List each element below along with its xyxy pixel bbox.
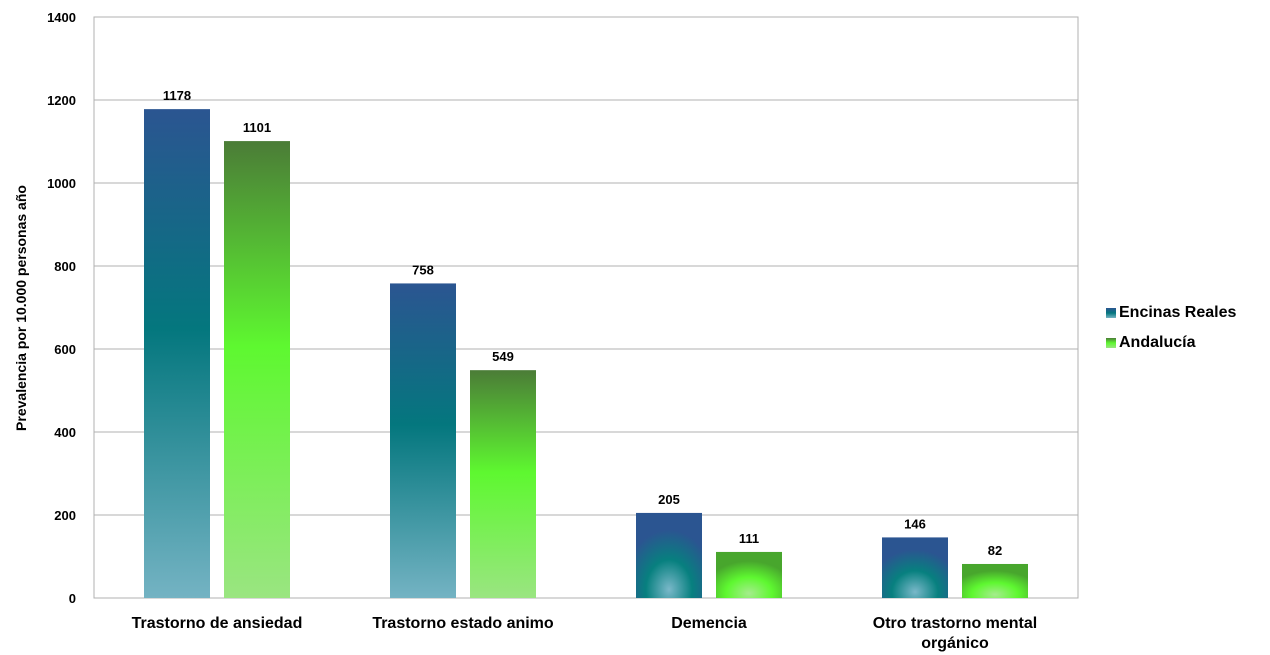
y-tick-label-4: 800 <box>54 259 76 274</box>
data-label-s1-c1: 1178 <box>163 88 191 103</box>
y-axis-ticks: 0 200 400 600 800 1000 1200 1400 <box>47 10 76 606</box>
y-tick-label-2: 400 <box>54 425 76 440</box>
legend-swatch-series-2 <box>1106 338 1116 348</box>
bar-s1-c3 <box>636 512 702 598</box>
legend-item-series-1: Encinas Reales <box>1106 298 1236 328</box>
x-category-label-1: Trastorno de ansiedad <box>132 615 303 632</box>
y-tick-label-7: 1400 <box>47 10 76 25</box>
data-label-s2-c1: 1101 <box>243 120 271 135</box>
data-label-s2-c3: 111 <box>739 531 759 546</box>
y-tick-label-5: 1000 <box>47 176 76 191</box>
legend-label-series-2: Andalucía <box>1119 334 1196 351</box>
bar-s1-c4 <box>882 537 948 598</box>
legend: Encinas Reales Andalucía <box>1106 298 1236 358</box>
legend-label-series-1: Encinas Reales <box>1119 304 1237 321</box>
data-label-s1-c4: 146 <box>904 516 926 531</box>
bars <box>144 109 1028 598</box>
bar-s1-c2 <box>390 283 456 598</box>
data-labels: 1178 1101 758 549 205 111 146 82 <box>163 88 1002 558</box>
x-category-label-2: Trastorno estado animo <box>372 615 554 632</box>
bar-s2-c2 <box>470 370 536 598</box>
x-category-label-4-line-1: Otro trastorno mental <box>873 615 1037 632</box>
legend-item-series-2: Andalucía <box>1106 328 1236 358</box>
bar-s2-c1 <box>224 141 290 598</box>
bar-s2-c3 <box>716 551 782 598</box>
legend-swatch-series-1 <box>1106 308 1116 318</box>
y-tick-label-0: 0 <box>69 591 76 606</box>
data-label-s1-c2: 758 <box>412 262 434 277</box>
data-label-s2-c4: 82 <box>988 543 1002 558</box>
plot-area-frame <box>93 16 1079 599</box>
bar-s1-c1 <box>144 109 210 598</box>
data-label-s2-c2: 549 <box>492 349 514 364</box>
data-label-s1-c3: 205 <box>658 492 680 507</box>
y-tick-label-6: 1200 <box>47 93 76 108</box>
x-category-label-3: Demencia <box>671 615 747 632</box>
x-category-label-4-line-2: orgánico <box>921 635 989 652</box>
y-tick-label-3: 600 <box>54 342 76 357</box>
x-axis-categories: Trastorno de ansiedad Trastorno estado an… <box>132 615 1038 652</box>
bar-s2-c4 <box>962 563 1028 598</box>
y-axis-label: Prevalencia por 10.000 personas año <box>13 185 29 431</box>
y-tick-label-1: 200 <box>54 508 76 523</box>
